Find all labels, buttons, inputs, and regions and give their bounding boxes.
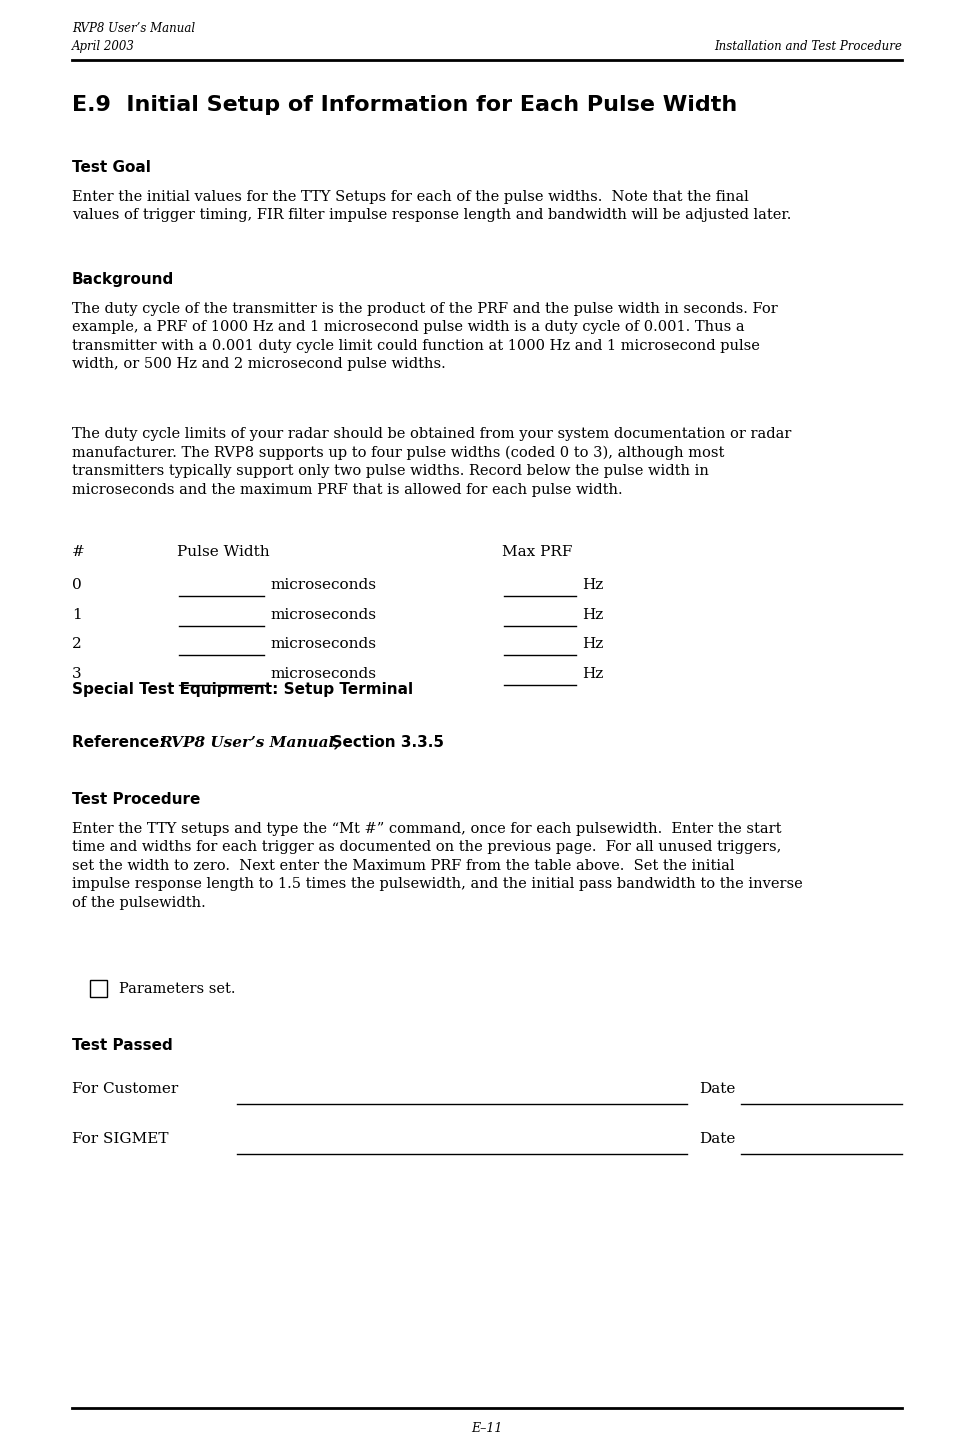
- Text: Enter the initial values for the TTY Setups for each of the pulse widths.  Note : Enter the initial values for the TTY Set…: [72, 189, 791, 223]
- Text: microseconds: microseconds: [270, 667, 376, 680]
- Bar: [90, 980, 107, 997]
- Text: Hz: Hz: [582, 667, 603, 680]
- Text: Date: Date: [699, 1131, 736, 1146]
- Text: Date: Date: [699, 1082, 736, 1096]
- Text: E.9  Initial Setup of Information for Each Pulse Width: E.9 Initial Setup of Information for Eac…: [72, 95, 738, 115]
- Text: Background: Background: [72, 272, 174, 287]
- Text: For SIGMET: For SIGMET: [72, 1131, 168, 1146]
- Text: Special Test Equipment: Setup Terminal: Special Test Equipment: Setup Terminal: [72, 681, 414, 697]
- Text: microseconds: microseconds: [270, 607, 376, 622]
- Text: Enter the TTY setups and type the “Mt #” command, once for each pulsewidth.  Ent: Enter the TTY setups and type the “Mt #”…: [72, 823, 803, 910]
- Text: RVP8 User’s Manual,: RVP8 User’s Manual,: [159, 735, 340, 748]
- Text: Installation and Test Procedure: Installation and Test Procedure: [714, 39, 902, 52]
- Text: #: #: [72, 545, 85, 559]
- Text: E–11: E–11: [471, 1423, 502, 1436]
- Text: microseconds: microseconds: [270, 638, 376, 651]
- Text: Test Goal: Test Goal: [72, 160, 151, 175]
- Text: Max PRF: Max PRF: [502, 545, 572, 559]
- Text: RVP8 User’s Manual: RVP8 User’s Manual: [72, 22, 196, 35]
- Text: 2: 2: [72, 638, 82, 651]
- Text: April 2003: April 2003: [72, 39, 135, 52]
- Text: microseconds: microseconds: [270, 578, 376, 593]
- Text: 0: 0: [72, 578, 82, 593]
- Text: The duty cycle of the transmitter is the product of the PRF and the pulse width : The duty cycle of the transmitter is the…: [72, 301, 777, 371]
- Text: 1: 1: [72, 607, 82, 622]
- Text: Hz: Hz: [582, 607, 603, 622]
- Text: For Customer: For Customer: [72, 1082, 178, 1096]
- Text: Pulse Width: Pulse Width: [177, 545, 270, 559]
- Text: 3: 3: [72, 667, 82, 680]
- Text: Reference:: Reference:: [72, 735, 170, 750]
- Text: The duty cycle limits of your radar should be obtained from your system document: The duty cycle limits of your radar shou…: [72, 427, 791, 496]
- Text: Parameters set.: Parameters set.: [119, 981, 235, 996]
- Text: Hz: Hz: [582, 638, 603, 651]
- Text: Hz: Hz: [582, 578, 603, 593]
- Text: Test Passed: Test Passed: [72, 1038, 173, 1053]
- Text: Section 3.3.5: Section 3.3.5: [321, 735, 444, 750]
- Text: Test Procedure: Test Procedure: [72, 792, 200, 807]
